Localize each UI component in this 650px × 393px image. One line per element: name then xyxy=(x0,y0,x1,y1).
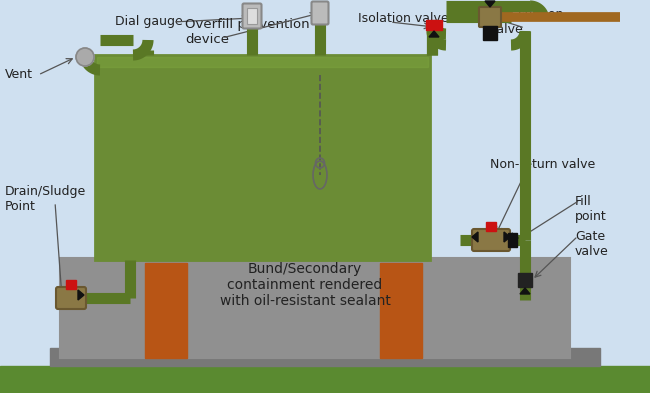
Text: Isolation valve: Isolation valve xyxy=(358,11,448,24)
Polygon shape xyxy=(512,233,518,243)
Bar xyxy=(50,348,600,366)
Polygon shape xyxy=(520,288,530,294)
Text: Fill
point: Fill point xyxy=(575,195,606,223)
Bar xyxy=(60,258,570,358)
Text: Bund/Secondary
containment rendered
with oil-resistant sealant: Bund/Secondary containment rendered with… xyxy=(220,262,391,308)
FancyBboxPatch shape xyxy=(479,7,501,27)
Polygon shape xyxy=(485,1,495,7)
Text: Dial gauge: Dial gauge xyxy=(115,15,183,29)
FancyBboxPatch shape xyxy=(472,229,510,251)
Polygon shape xyxy=(504,232,510,242)
Circle shape xyxy=(76,48,94,66)
Text: Gate
valve: Gate valve xyxy=(575,230,609,258)
Bar xyxy=(97,252,428,260)
Text: Non-return valve: Non-return valve xyxy=(490,158,595,171)
Polygon shape xyxy=(429,31,439,37)
Bar xyxy=(95,55,430,260)
Bar xyxy=(426,20,442,30)
Bar xyxy=(486,222,496,231)
Text: Overfill prevention
device: Overfill prevention device xyxy=(185,18,309,46)
Bar xyxy=(518,273,532,287)
Bar xyxy=(247,8,257,24)
FancyBboxPatch shape xyxy=(56,287,86,309)
Text: Vent: Vent xyxy=(5,68,33,81)
Text: Anti-syphon
valve: Anti-syphon valve xyxy=(490,8,564,36)
Bar xyxy=(66,280,76,289)
Polygon shape xyxy=(472,232,478,242)
Bar xyxy=(0,366,650,393)
Bar xyxy=(380,263,422,358)
Polygon shape xyxy=(78,290,84,300)
Text: Drain/Sludge
Point: Drain/Sludge Point xyxy=(5,185,86,213)
Bar xyxy=(483,26,497,40)
FancyBboxPatch shape xyxy=(242,4,261,29)
Bar xyxy=(97,57,428,67)
Bar xyxy=(508,233,517,247)
FancyBboxPatch shape xyxy=(311,2,328,24)
Bar xyxy=(145,263,187,358)
